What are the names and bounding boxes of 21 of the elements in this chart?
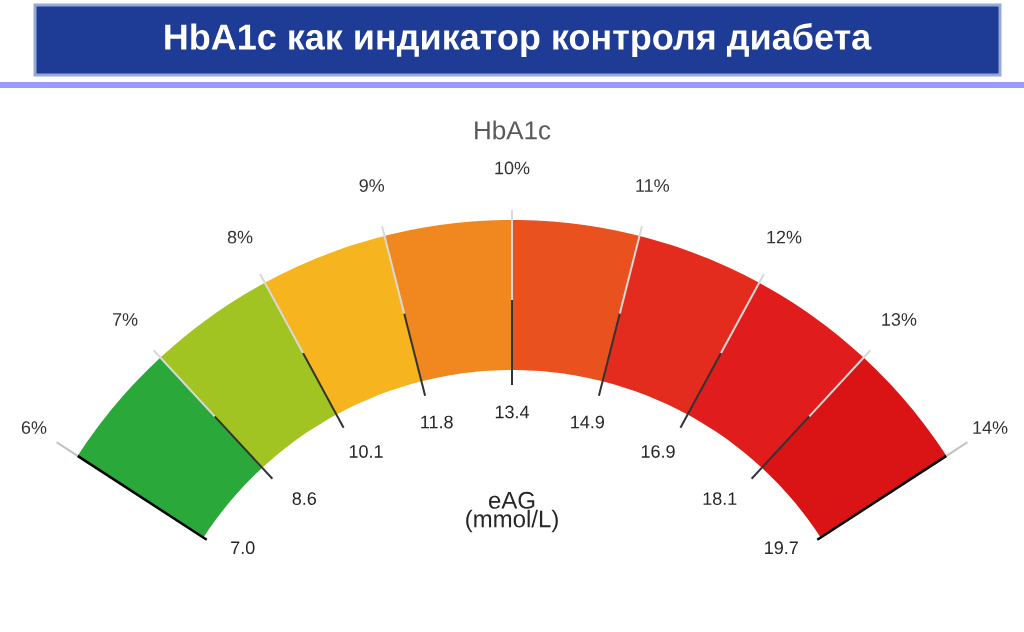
chart-title: HbA1c как индикатор контроля диабета — [165, 23, 872, 57]
text: 13% — [882, 313, 917, 326]
text: 14% — [973, 421, 1008, 434]
text: 11% — [636, 179, 670, 192]
text: 10.1 — [349, 445, 383, 458]
chart-subtitle: HbA1c — [475, 120, 551, 140]
text: 6% — [21, 421, 47, 434]
text: 12% — [767, 230, 802, 244]
text: 13.4 — [495, 405, 529, 419]
text: eAG (mmol/L) — [466, 491, 558, 533]
text: 14.9 — [571, 415, 604, 429]
text: 9% — [359, 179, 385, 192]
text: 10% — [495, 161, 530, 175]
text: 7% — [113, 313, 138, 326]
text: 7.0 — [231, 541, 255, 555]
text: 11.8 — [421, 415, 453, 429]
text: 19.7 — [765, 541, 798, 555]
text: 8% — [227, 230, 253, 244]
text: 16.9 — [641, 445, 675, 458]
text: 18.1 — [703, 492, 737, 505]
text: 8.6 — [292, 492, 317, 505]
